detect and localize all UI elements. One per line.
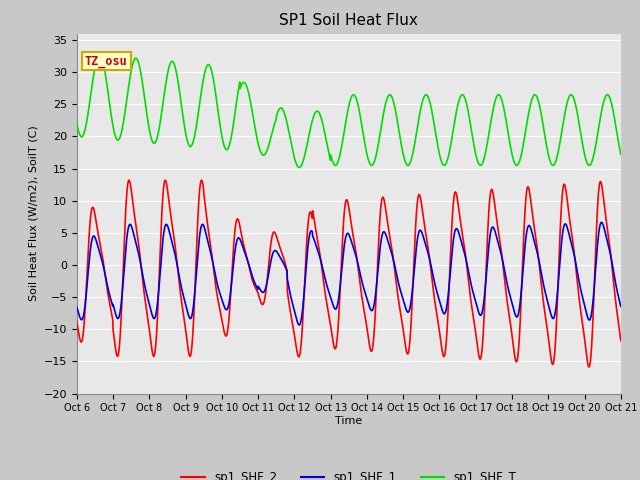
- Y-axis label: Soil Heat Flux (W/m2), SoilT (C): Soil Heat Flux (W/m2), SoilT (C): [28, 126, 38, 301]
- X-axis label: Time: Time: [335, 416, 362, 426]
- Text: TZ_osu: TZ_osu: [85, 55, 128, 68]
- Legend: sp1_SHF_2, sp1_SHF_1, sp1_SHF_T: sp1_SHF_2, sp1_SHF_1, sp1_SHF_T: [177, 466, 521, 480]
- Title: SP1 Soil Heat Flux: SP1 Soil Heat Flux: [280, 13, 418, 28]
